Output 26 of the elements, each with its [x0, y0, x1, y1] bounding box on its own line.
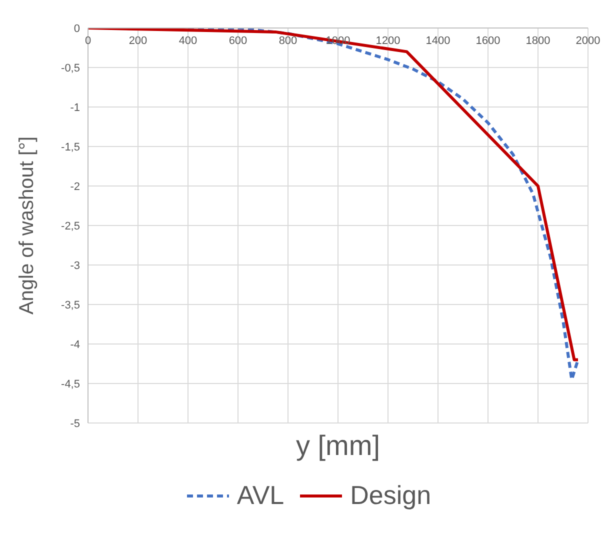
x-tick-label: 1400 [426, 34, 450, 47]
y-tick-label: -3 [70, 260, 80, 272]
y-tick-label: -3,5 [61, 299, 80, 312]
y-tick-label: -1 [70, 102, 80, 114]
y-tick-label: 0 [74, 22, 80, 35]
x-axis-title: y [mm] [295, 430, 381, 462]
x-tick-label: 1000 [326, 34, 350, 47]
y-tick-label: -4,5 [61, 378, 80, 390]
x-tick-label: 800 [278, 34, 298, 47]
y-axis-title: Angle of washout [°] [16, 136, 38, 315]
x-tick-label: 200 [128, 34, 148, 47]
y-tick-label: -5 [70, 418, 80, 430]
legend-label: Design [350, 480, 432, 511]
x-tick-label: 400 [178, 34, 198, 47]
y-tick-label: -1,5 [61, 141, 80, 154]
x-tick-label: 1600 [476, 34, 500, 47]
x-tick-label: 0 [84, 34, 92, 47]
x-tick-label: 600 [228, 34, 248, 47]
y-tick-label: -4 [70, 338, 80, 351]
y-tick-label: -2 [70, 180, 80, 193]
y-tick-label: -0,5 [61, 62, 80, 74]
legend-label: AVL [236, 480, 284, 511]
x-tick-label: 2000 [576, 34, 600, 47]
y-tick-label: -2,5 [61, 220, 80, 232]
x-tick-label: 1800 [526, 34, 550, 47]
x-tick-label: 1200 [376, 34, 400, 47]
